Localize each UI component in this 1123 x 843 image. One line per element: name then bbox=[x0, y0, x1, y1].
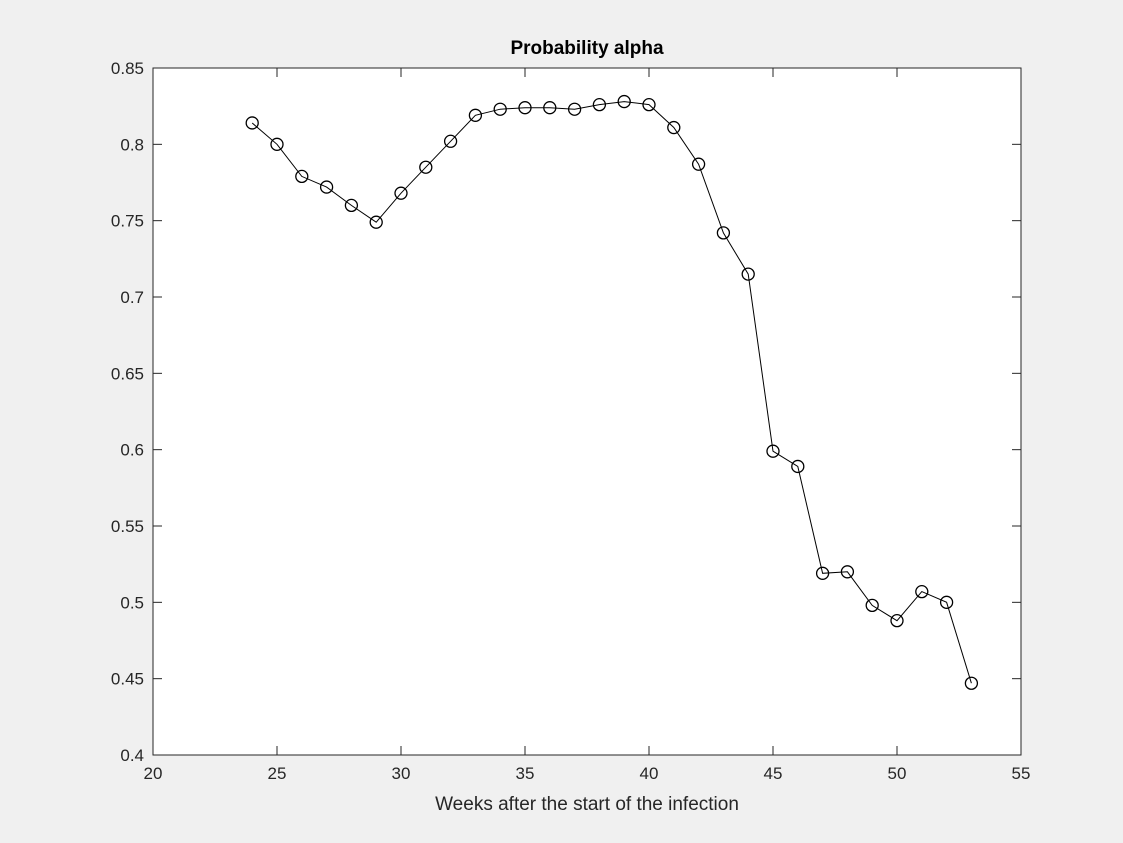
data-point bbox=[319, 180, 334, 194]
x-tick-label: 25 bbox=[268, 764, 287, 783]
data-point bbox=[766, 444, 780, 458]
x-tick-label: 30 bbox=[392, 764, 411, 783]
data-point bbox=[394, 186, 408, 200]
y-tick-label: 0.75 bbox=[111, 212, 144, 231]
data-point bbox=[443, 134, 458, 148]
series-layer bbox=[245, 94, 979, 690]
x-axis-label: Weeks after the start of the infection bbox=[435, 794, 739, 815]
y-tick-label: 0.85 bbox=[111, 59, 144, 78]
data-point bbox=[667, 120, 681, 135]
axes-frame bbox=[152, 67, 1022, 756]
data-point bbox=[592, 97, 607, 112]
data-point bbox=[716, 226, 731, 240]
data-point bbox=[617, 94, 631, 109]
data-point bbox=[518, 101, 532, 115]
data-point bbox=[468, 108, 483, 122]
data-point bbox=[493, 102, 507, 116]
data-point bbox=[741, 267, 755, 281]
x-tick-label: 40 bbox=[640, 764, 659, 783]
x-tick-label: 35 bbox=[516, 764, 535, 783]
data-point bbox=[791, 459, 805, 474]
data-point bbox=[245, 116, 259, 130]
y-tick-label: 0.8 bbox=[120, 135, 144, 154]
y-tick-label: 0.45 bbox=[111, 670, 144, 689]
data-point bbox=[295, 169, 309, 184]
data-point bbox=[840, 565, 855, 579]
y-tick-label: 0.65 bbox=[111, 364, 144, 383]
series-line bbox=[251, 101, 972, 684]
data-point bbox=[939, 595, 954, 609]
data-point bbox=[344, 198, 359, 213]
data-point bbox=[543, 101, 557, 115]
y-tick-label: 0.55 bbox=[111, 517, 144, 536]
data-point bbox=[567, 102, 582, 116]
x-tick-label: 50 bbox=[888, 764, 907, 783]
data-point bbox=[642, 97, 656, 112]
y-tick-label: 0.6 bbox=[120, 441, 144, 460]
y-tick-label: 0.4 bbox=[120, 746, 144, 765]
data-point bbox=[915, 584, 929, 599]
data-point bbox=[419, 160, 433, 174]
x-tick-label: 55 bbox=[1012, 764, 1031, 783]
data-point bbox=[964, 676, 979, 690]
data-point bbox=[815, 566, 830, 580]
data-point bbox=[270, 137, 284, 151]
y-tick-label: 0.7 bbox=[120, 288, 144, 307]
data-point bbox=[890, 614, 904, 628]
x-tick-label: 45 bbox=[764, 764, 783, 783]
x-tick-label: 20 bbox=[144, 764, 163, 783]
data-point bbox=[865, 598, 879, 613]
chart-title: Probability alpha bbox=[510, 38, 664, 59]
data-point bbox=[369, 215, 383, 229]
data-point bbox=[691, 157, 706, 171]
ticks-layer: 20 25 30 35 40 45 50 55 0.4 0.45 0.5 0.55 0.6 0.65 0.7… bbox=[111, 59, 1031, 783]
plot-area bbox=[153, 68, 1021, 755]
y-tick-label: 0.5 bbox=[120, 593, 144, 612]
